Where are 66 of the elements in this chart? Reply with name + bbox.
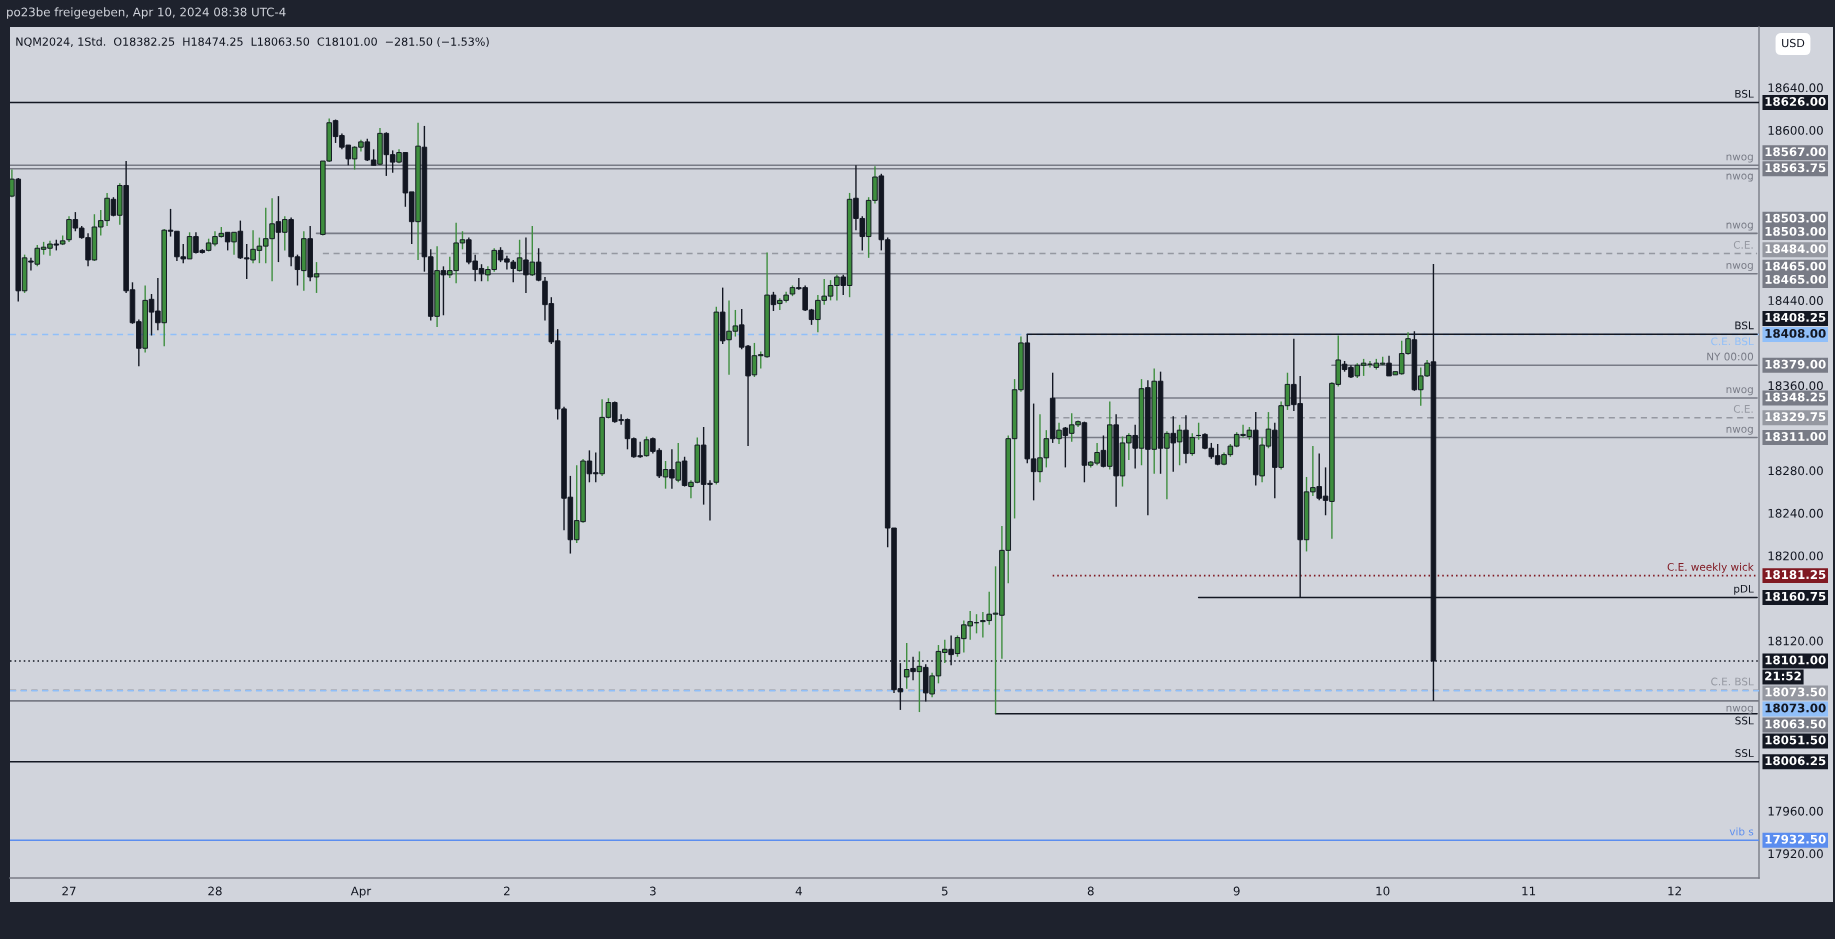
text: 17932.50 bbox=[1765, 834, 1826, 844]
text: 18567.00 bbox=[1765, 147, 1826, 157]
text: 18311.00 bbox=[1765, 432, 1826, 442]
ref-line-label: SSL bbox=[1735, 749, 1754, 757]
series-label: nwog bbox=[1726, 263, 1753, 272]
text: 18063.50 bbox=[1765, 719, 1826, 729]
ref-line-label: BSL bbox=[1735, 89, 1754, 98]
y-tick-label: 18240.00 bbox=[1768, 508, 1823, 518]
y-tick-label: 18360.00 bbox=[1768, 381, 1823, 391]
y-tick-label: 18440.00 bbox=[1768, 296, 1823, 306]
text: 18626.00 bbox=[1765, 97, 1826, 106]
y-tick-label: 17920.00 bbox=[1768, 849, 1823, 859]
text: 18408.25 bbox=[1765, 312, 1826, 322]
ref-line-label: nwog bbox=[1726, 154, 1753, 163]
x-tick-label: 4 bbox=[795, 886, 802, 896]
y-tick-label: 18280.00 bbox=[1768, 466, 1823, 476]
x-tick-label: 11 bbox=[1522, 886, 1536, 896]
text: USD bbox=[1782, 38, 1805, 48]
x-tick-label: 12 bbox=[1668, 886, 1681, 896]
text: 18160.75 bbox=[1765, 591, 1826, 601]
text: 18181.25 bbox=[1765, 570, 1826, 580]
ref-line-label: C.E. BSL bbox=[1711, 677, 1754, 686]
x-tick-label: Apr bbox=[350, 886, 372, 898]
text: 21:52 bbox=[1765, 671, 1801, 681]
text: 18051.50 bbox=[1765, 735, 1826, 745]
y-tick-label: 18600.00 bbox=[1768, 125, 1823, 135]
text: 18503.00 18503.00 bbox=[1765, 213, 1826, 236]
ref-line-label: nwog bbox=[1726, 705, 1753, 714]
y-tick-label: 17960.00 bbox=[1768, 806, 1823, 816]
series-label: BSL bbox=[1735, 321, 1754, 330]
series-label: SSL bbox=[1735, 716, 1754, 725]
y-tick-label: 18200.00 bbox=[1768, 551, 1823, 561]
series-label: nwog bbox=[1726, 387, 1753, 396]
series-label: nwog bbox=[1726, 222, 1753, 231]
text: 18101.00 bbox=[1765, 655, 1826, 665]
ref-line-label: nwog bbox=[1726, 173, 1753, 182]
y-tick-label: 18120.00 bbox=[1768, 636, 1823, 646]
chart-subtitle: po23be freigegeben, Apr 10, 2024 08:38 UTC-4 bbox=[7, 7, 286, 19]
x-tick-label: 28 bbox=[208, 886, 222, 896]
x-tick-label: 10 bbox=[1376, 886, 1390, 896]
x-tick-label: 8 bbox=[1087, 886, 1094, 896]
text: 18379.00 bbox=[1765, 359, 1826, 369]
x-tick-label: 27 bbox=[62, 886, 76, 896]
text: 18073.50 bbox=[1765, 687, 1826, 697]
x-tick-label: 3 bbox=[650, 886, 656, 896]
text: 18006.25 bbox=[1765, 756, 1826, 766]
series-label: C.E. weekly wick bbox=[1667, 562, 1754, 573]
series-label: NY 00:00 bbox=[1707, 352, 1754, 361]
text: 18484.00 bbox=[1765, 244, 1826, 254]
text: 18348.25 bbox=[1765, 392, 1826, 402]
x-tick-label: 2 bbox=[504, 886, 510, 896]
x-tick-label: 5 bbox=[941, 886, 948, 896]
text: 18073.00 bbox=[1765, 703, 1826, 713]
text: 18563.75 bbox=[1765, 163, 1826, 173]
text: 18408.00 bbox=[1765, 328, 1826, 338]
series-label: C.E. bbox=[1733, 240, 1753, 249]
ref-line-label: vib s bbox=[1729, 827, 1754, 836]
series-label: pDL bbox=[1734, 584, 1754, 595]
text: NQM2024, 1Std. O18382.25 H18474.25 L18063.50 C18101.00 −281.50 (−1.53%) bbox=[16, 37, 489, 48]
text: 18329.75 bbox=[1765, 412, 1826, 422]
series-label: nwog bbox=[1726, 426, 1753, 435]
x-tick-label: 9 bbox=[1233, 886, 1240, 896]
y-tick-label: 18640.00 bbox=[1768, 83, 1823, 93]
ref-line-label: C.E. BSL bbox=[1711, 337, 1754, 346]
text: 18465.00 18465.00 bbox=[1765, 261, 1826, 284]
series-label: C.E. bbox=[1733, 404, 1753, 413]
